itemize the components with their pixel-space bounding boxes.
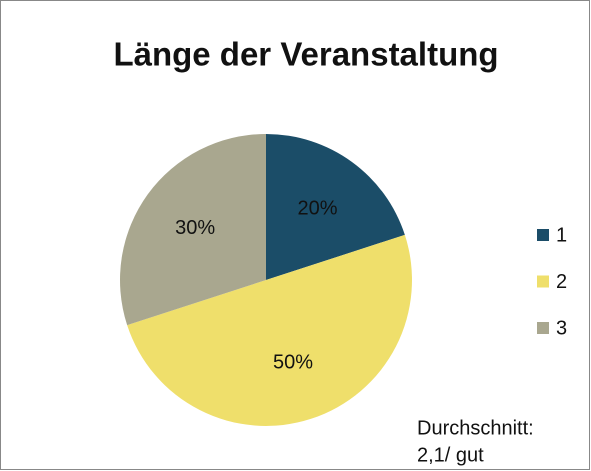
pie-slice — [266, 134, 405, 280]
annotation: 2,1/ gut — [417, 444, 484, 466]
data-label: 30% — [175, 217, 215, 239]
legend-label: 2 — [556, 271, 567, 293]
legend-label: 1 — [556, 224, 567, 246]
pie-slice — [127, 234, 412, 426]
chart-title: Länge der Veranstaltung — [113, 36, 498, 73]
data-label: 20% — [297, 197, 337, 219]
data-label: 50% — [273, 352, 313, 374]
legend-swatch — [537, 229, 549, 241]
pie-slice — [119, 134, 266, 326]
legend-swatch — [537, 322, 549, 334]
legend-label: 3 — [556, 317, 567, 339]
legend-swatch — [537, 275, 549, 288]
annotation: Durchschnitt: — [417, 417, 534, 439]
